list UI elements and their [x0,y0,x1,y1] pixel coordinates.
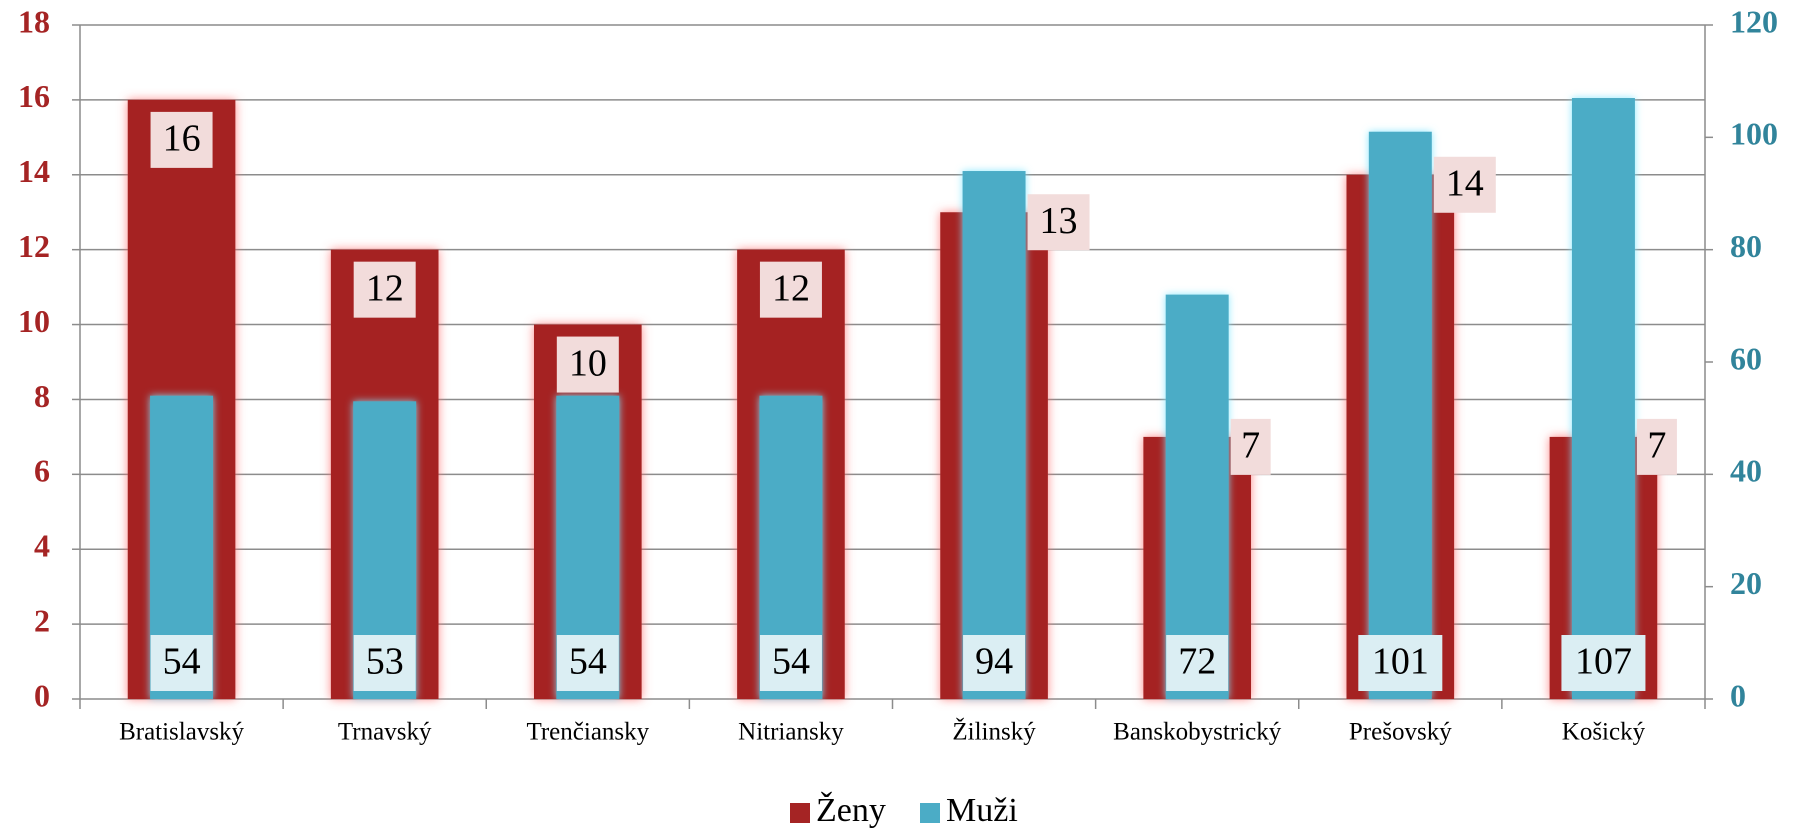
data-label-box [1636,418,1677,475]
data-label-box [556,635,619,691]
data-label: 54 [772,641,810,683]
legend-label: Ženy [816,792,886,829]
data-label: 14 [1446,162,1484,204]
data-label: 72 [1178,641,1216,683]
y-tick-label: 2 [34,602,50,638]
legend-label: Muži [946,792,1018,829]
data-label-box [1561,635,1646,691]
y-tick-label: 18 [18,3,50,39]
x-tick-label: Trnavský [338,719,432,746]
bar-muzi [1571,98,1635,700]
legend-swatch [790,803,810,823]
data-label-box [150,635,213,691]
x-tick-label: Prešovský [1349,719,1452,746]
x-tick-label: Nitriansky [738,719,844,746]
bar-muzi [1368,131,1432,699]
y-tick-label: 12 [18,228,50,264]
data-label-box [963,635,1026,691]
data-label-box [1027,194,1090,251]
y2-tick-label: 80 [1730,228,1762,264]
data-label-box [353,261,416,318]
y2-tick-label: 100 [1730,116,1778,152]
data-label-box [759,635,822,691]
legend-swatch [920,803,940,823]
data-label-box [1433,156,1496,213]
y2-tick-label: 40 [1730,453,1762,489]
x-tick-label: Bratislavský [119,719,244,746]
y2-tick-label: 20 [1730,565,1762,601]
data-label: 54 [163,641,201,683]
y-tick-label: 6 [34,453,50,489]
x-tick-label: Žilinský [952,718,1036,746]
data-label: 94 [975,641,1013,683]
data-label-box [353,635,416,691]
x-tick-label: Košický [1562,719,1646,746]
y-tick-label: 0 [34,677,50,713]
data-label: 12 [772,267,810,309]
y-tick-label: 14 [18,153,50,189]
data-label-box [1230,418,1271,475]
y2-tick-label: 0 [1730,677,1746,713]
data-label: 12 [366,267,404,309]
data-label: 107 [1575,641,1632,683]
y-tick-label: 4 [34,528,50,564]
data-label: 53 [366,641,404,683]
data-label: 7 [1241,425,1260,467]
data-label-box [556,336,619,393]
x-tick-label: Banskobystrický [1113,719,1282,746]
y2-tick-label: 120 [1730,3,1778,39]
data-label: 13 [1040,200,1078,242]
data-label: 54 [569,641,607,683]
y-tick-label: 16 [18,78,50,114]
data-label: 7 [1647,425,1666,467]
data-label-box [1166,635,1229,691]
y-tick-label: 10 [18,303,50,339]
y-tick-label: 8 [34,378,50,414]
y2-tick-label: 60 [1730,340,1762,376]
data-label: 101 [1372,641,1429,683]
bar-muzi [1165,294,1229,699]
data-label: 10 [569,342,607,384]
x-tick-label: Trenčiansky [526,719,649,746]
data-label: 16 [163,118,201,160]
bar-muzi [962,171,1026,700]
data-label-box [1358,635,1443,691]
data-label-box [759,261,822,318]
data-label-box [150,111,213,168]
